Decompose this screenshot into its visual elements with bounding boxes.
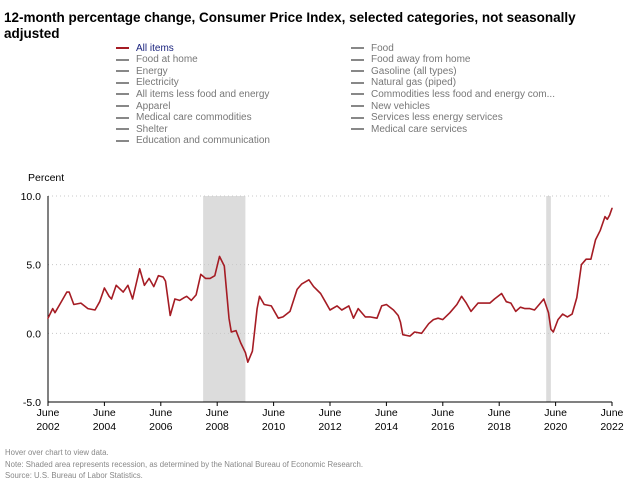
- legend-item-energy[interactable]: Energy: [116, 65, 168, 77]
- y-tick-label: -5.0: [23, 397, 41, 409]
- x-tick-year: 2008: [206, 421, 230, 433]
- cpi-line-chart[interactable]: 10.05.00.0-5.0June2002June2004June2006Ju…: [0, 0, 624, 440]
- legend-swatch: [116, 81, 129, 84]
- series-line-all-items: [47, 207, 613, 364]
- legend-swatch: [116, 47, 129, 49]
- legend-label: Medical care commodities: [136, 112, 252, 124]
- legend-item-food-at-home[interactable]: Food at home: [116, 54, 198, 66]
- x-tick-year: 2022: [600, 421, 624, 433]
- x-tick-year: 2012: [318, 421, 342, 433]
- legend-item-medical-care-services[interactable]: Medical care services: [351, 123, 467, 135]
- legend-label: New vehicles: [371, 100, 430, 112]
- y-tick-label: 5.0: [26, 260, 41, 272]
- legend-label: Commodities less food and energy com...: [371, 88, 555, 100]
- x-tick-month: June: [375, 407, 398, 419]
- legend-label: All items: [136, 42, 174, 54]
- legend-swatch: [116, 58, 129, 61]
- y-tick-label: 0.0: [26, 328, 41, 340]
- x-tick-year: 2004: [93, 421, 117, 433]
- x-tick-month: June: [488, 407, 511, 419]
- x-tick-year: 2016: [431, 421, 455, 433]
- legend-item-services-less-energy-services[interactable]: Services less energy services: [351, 112, 503, 124]
- legend-label: Gasoline (all types): [371, 65, 457, 77]
- hover-hint: Hover over chart to view data.: [5, 448, 109, 457]
- legend-item-all-items-less-food-and-energy[interactable]: All items less food and energy: [116, 88, 269, 100]
- legend-label: Medical care services: [371, 123, 468, 135]
- chart-footer: Hover over chart to view data. Note: Sha…: [5, 447, 363, 482]
- x-tick-month: June: [544, 407, 567, 419]
- legend-item-natural-gas-piped[interactable]: Natural gas (piped): [351, 77, 456, 89]
- legend-item-new-vehicles[interactable]: New vehicles: [351, 100, 430, 112]
- x-tick-year: 2002: [36, 421, 60, 433]
- legend-swatch: [351, 116, 364, 119]
- legend-label: Electricity: [136, 77, 179, 89]
- legend-label: Shelter: [136, 123, 168, 135]
- legend-item-medical-care-commodities[interactable]: Medical care commodities: [116, 112, 252, 124]
- legend-label: Apparel: [136, 100, 171, 112]
- x-tick-year: 2006: [149, 421, 173, 433]
- y-tick-label: 10.0: [21, 191, 42, 203]
- legend-swatch: [116, 128, 129, 131]
- recession-band: [546, 196, 551, 402]
- x-tick-year: 2018: [488, 421, 512, 433]
- x-tick-month: June: [93, 407, 116, 419]
- legend-label: Food: [371, 42, 394, 54]
- x-tick-month: June: [431, 407, 454, 419]
- legend-swatch: [116, 105, 129, 107]
- legend-swatch: [351, 105, 364, 107]
- chart-title: 12-month percentage change, Consumer Pri…: [4, 10, 576, 41]
- legend-item-food[interactable]: Food: [351, 42, 394, 54]
- y-axis-title: Percent: [28, 172, 65, 184]
- x-tick-year: 2020: [544, 421, 568, 433]
- legend-swatch: [116, 70, 129, 73]
- legend-label: Services less energy services: [371, 112, 503, 124]
- legend-item-all-items[interactable]: All items: [116, 42, 174, 54]
- legend-item-electricity[interactable]: Electricity: [116, 77, 179, 89]
- legend-swatch: [116, 116, 129, 119]
- legend-swatch: [116, 93, 129, 96]
- legend-item-education-and-communication[interactable]: Education and communication: [116, 135, 270, 147]
- legend-label: Energy: [136, 65, 168, 77]
- legend-item-gasoline-all-types[interactable]: Gasoline (all types): [351, 65, 457, 77]
- legend-label: Food at home: [136, 54, 198, 66]
- x-tick-year: 2010: [262, 421, 286, 433]
- legend-swatch: [351, 58, 364, 61]
- legend-item-commodities-less-food-and-energy-com[interactable]: Commodities less food and energy com...: [351, 88, 555, 100]
- legend-item-shelter[interactable]: Shelter: [116, 123, 168, 135]
- legend-item-apparel[interactable]: Apparel: [116, 100, 170, 112]
- x-tick-year: 2014: [375, 421, 399, 433]
- x-tick-month: June: [262, 407, 285, 419]
- x-tick-month: June: [149, 407, 172, 419]
- legend-swatch: [351, 93, 364, 96]
- source-note: Source: U.S. Bureau of Labor Statistics.: [5, 471, 143, 480]
- legend-label: Natural gas (piped): [371, 77, 457, 89]
- x-tick-month: June: [37, 407, 60, 419]
- recession-band: [203, 196, 246, 402]
- legend-swatch: [351, 128, 364, 131]
- legend-swatch: [351, 47, 364, 49]
- legend-item-food-away-from-home[interactable]: Food away from home: [351, 54, 471, 66]
- x-tick-month: June: [206, 407, 229, 419]
- legend-label: All items less food and energy: [136, 88, 270, 100]
- x-tick-month: June: [601, 407, 624, 419]
- legend-swatch: [116, 139, 129, 142]
- recession-note: Note: Shaded area represents recession, …: [5, 459, 363, 469]
- legend-label: Food away from home: [371, 54, 471, 66]
- legend-label: Education and communication: [136, 135, 270, 147]
- legend-swatch: [351, 81, 364, 84]
- legend-swatch: [351, 70, 364, 73]
- x-tick-month: June: [319, 407, 342, 419]
